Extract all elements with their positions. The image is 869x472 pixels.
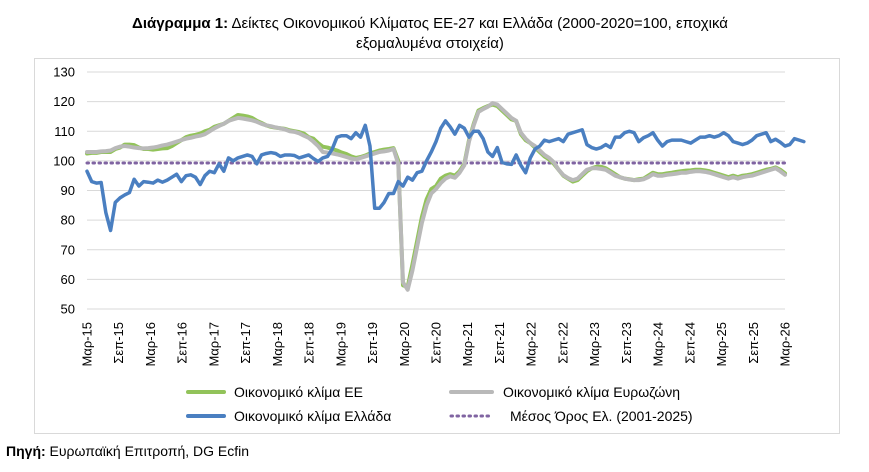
legend-eu-label: Οικονομικό κλίμα ΕΕ: [234, 384, 363, 400]
source-note: Πηγή: Ευρωπαϊκή Επιτροπή, DG Ecfin: [6, 443, 249, 459]
legend-average-label: Μέσος Όρος Ελ. (2001-2025): [510, 408, 693, 424]
eu-climate-line: [85, 102, 787, 289]
x-tick-label: Μαρ-16: [143, 322, 158, 367]
x-tick-label: Σεπ-23: [619, 322, 634, 364]
y-tick-label: 90: [61, 183, 75, 198]
x-tick-label: Σεπ-19: [365, 322, 380, 364]
chart-title: Διάγραμμα 1: Δείκτες Οικονομικού Κλίματο…: [70, 14, 790, 54]
x-tick-label: Σεπ-25: [746, 322, 761, 364]
chart-frame: [34, 58, 840, 434]
x-tick-label: Μαρ-24: [651, 322, 666, 367]
legend-greece-label: Οικονομικό κλίμα Ελλάδα: [234, 408, 391, 424]
y-tick-label: 80: [61, 213, 75, 228]
x-tick-label: Μαρ-21: [460, 322, 475, 367]
y-tick-label: 60: [61, 272, 75, 287]
eurozone-climate-line: [85, 101, 787, 292]
x-tick-label: Σεπ-17: [238, 322, 253, 364]
greece-climate-line: [85, 119, 806, 233]
x-tick-label: Μαρ-22: [524, 322, 539, 367]
x-tick-label: Μαρ-15: [80, 322, 95, 367]
chart-title-text: Δείκτες Οικονομικού Κλίματος ΕΕ-27 και Ε…: [228, 15, 728, 32]
legend-eurozone-label: Οικονομικό κλίμα Ευρωζώνη: [503, 384, 680, 400]
chart-title-label: Διάγραμμα 1:: [132, 15, 229, 32]
x-tick-label: Σεπ-24: [682, 322, 697, 364]
x-tick-label: Σεπ-15: [111, 322, 126, 364]
x-tick-label: Σεπ-22: [555, 322, 570, 364]
x-tick-label: Σεπ-18: [302, 322, 317, 364]
x-tick-label: Σεπ-21: [492, 322, 507, 364]
y-tick-label: 70: [61, 242, 75, 257]
x-tick-label: Σεπ-20: [429, 322, 444, 364]
source-label: Πηγή:: [6, 443, 46, 459]
y-tick-label: 120: [53, 94, 75, 109]
x-tick-label: Μαρ-17: [206, 322, 221, 367]
x-tick-label: Μαρ-26: [778, 322, 793, 367]
chart-title-line2: εξομαλυμένα στοιχεία): [356, 35, 504, 52]
source-text: Ευρωπαϊκή Επιτροπή, DG Ecfin: [45, 443, 250, 459]
x-tick-label: Σεπ-16: [175, 322, 190, 364]
x-tick-label: Μαρ-18: [270, 322, 285, 367]
y-tick-label: 50: [61, 302, 75, 317]
x-tick-label: Μαρ-20: [397, 322, 412, 367]
y-tick-label: 110: [54, 124, 75, 139]
x-tick-label: Μαρ-25: [714, 322, 729, 367]
y-tick-label: 100: [53, 153, 75, 168]
y-tick-label: 130: [53, 65, 75, 80]
x-tick-label: Μαρ-23: [587, 322, 602, 367]
x-tick-label: Μαρ-19: [333, 322, 348, 367]
